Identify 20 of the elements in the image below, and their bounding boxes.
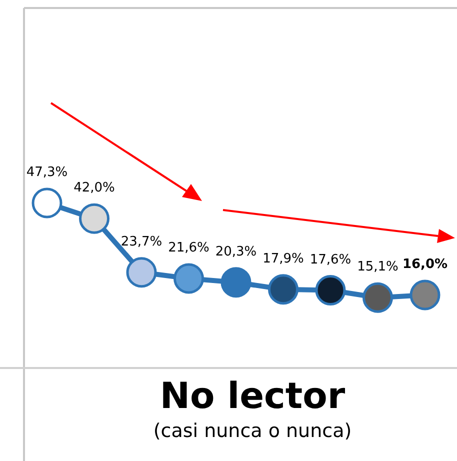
point <box>32 188 62 218</box>
data-label: 17,6% <box>310 252 352 268</box>
data-label: 47,3% <box>26 165 68 180</box>
data-label: 23,7% <box>120 234 162 250</box>
data-label: 16,0% <box>402 256 448 272</box>
point <box>362 282 393 313</box>
text: (casi nunca o nunca) <box>153 420 352 442</box>
data-label: 17,9% <box>262 251 304 266</box>
point <box>315 275 346 306</box>
text: No lector <box>160 376 346 417</box>
point <box>79 203 110 234</box>
point <box>220 267 252 298</box>
data-label: 42,0% <box>74 180 115 196</box>
point <box>268 274 298 305</box>
point <box>126 257 157 288</box>
data-label: 20,3% <box>215 244 257 260</box>
data-label: 21,6% <box>168 240 210 256</box>
point <box>174 263 204 294</box>
data-label: 15,1% <box>357 260 398 275</box>
point <box>410 280 440 310</box>
